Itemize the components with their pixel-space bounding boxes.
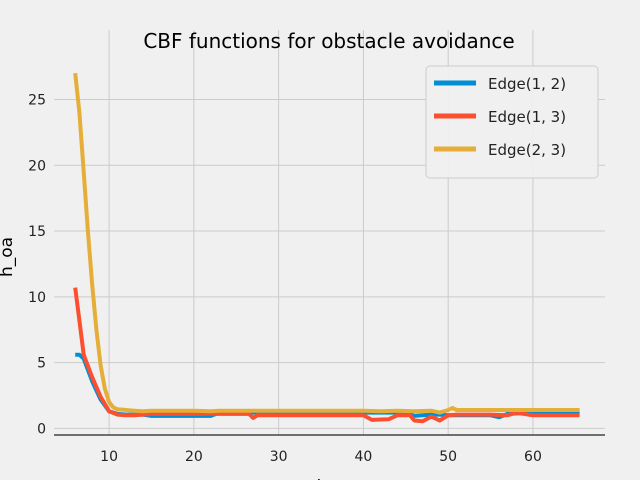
legend-label: Edge(1, 2) [488,75,566,93]
x-tick-label: 20 [185,449,203,465]
legend-label: Edge(2, 3) [488,141,566,159]
chart-title: CBF functions for obstacle avoidance [143,29,514,53]
x-tick-label: 40 [354,449,372,465]
series-line-3 [73,72,580,415]
x-tick-label: 30 [270,449,288,465]
y-tick-label: 0 [37,421,46,437]
x-tick-label: 10 [100,449,118,465]
y-axis-label: h_oa [0,237,17,277]
tick-labels: 10 20 30 40 50 60 0 5 10 15 20 25 [28,92,542,465]
y-tick-label: 25 [28,92,46,108]
y-tick-label: 5 [37,356,46,372]
x-tick-label: 60 [524,449,542,465]
x-axis-label: time [310,477,348,480]
y-tick-label: 10 [28,290,46,306]
legend: Edge(1, 2) Edge(1, 3) Edge(2, 3) [425,65,599,179]
legend-label: Edge(1, 3) [488,108,566,126]
series-lines [73,72,580,424]
x-tick-label: 50 [439,449,457,465]
y-tick-label: 15 [28,224,46,240]
series-line-2 [73,287,580,424]
y-tick-label: 20 [28,158,46,174]
